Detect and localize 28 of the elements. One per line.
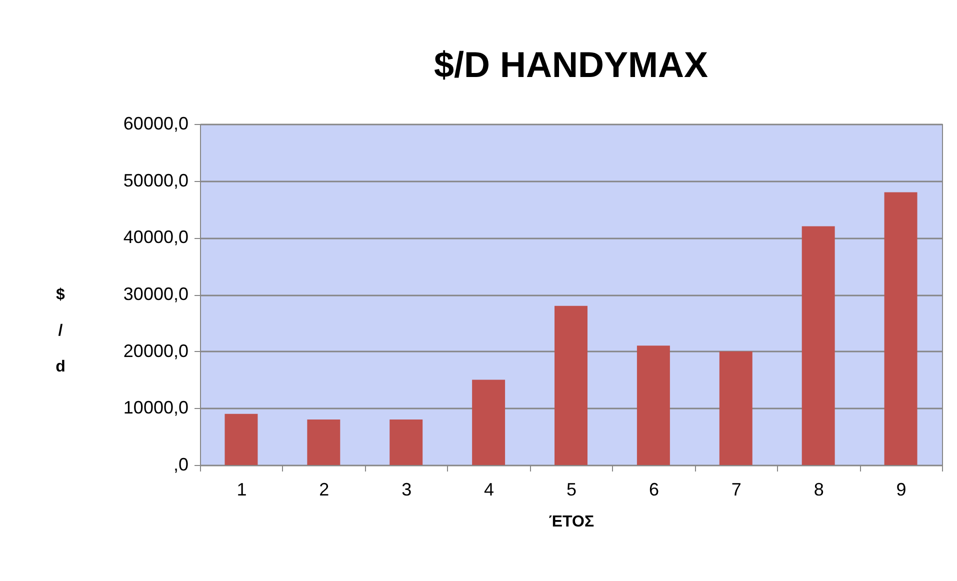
chart-title: $/D HANDYMAX: [434, 44, 708, 85]
y-tick-label: ,0: [173, 454, 188, 474]
y-tick-label: 30000,0: [123, 284, 188, 304]
bar: [802, 226, 835, 465]
x-axis-title: ΈΤΟΣ: [548, 514, 594, 530]
y-tick-label: 40000,0: [123, 227, 188, 248]
bar: [636, 346, 670, 465]
bar: [884, 192, 918, 465]
x-tick-label: 4: [484, 480, 494, 500]
x-tick-label: 8: [814, 480, 824, 500]
y-tick-label: 10000,0: [123, 398, 188, 418]
x-tick-label: 6: [648, 480, 659, 500]
bar: [472, 380, 506, 465]
x-tick-label: 5: [566, 480, 577, 500]
bar: [719, 351, 752, 465]
y-tick-label: 60000,0: [123, 114, 188, 134]
bar: [390, 420, 423, 465]
x-tick-label: 1: [236, 480, 247, 500]
bar: [554, 306, 588, 465]
x-tick-label: 7: [731, 480, 742, 500]
x-tick-label: 2: [319, 480, 330, 500]
y-axis-title: $/d: [56, 286, 66, 376]
y-tick-label: 50000,0: [123, 170, 188, 190]
bar: [224, 414, 258, 465]
x-tick-label: 9: [896, 480, 906, 500]
x-tick-label: 3: [402, 480, 412, 500]
bar: [307, 420, 340, 465]
y-tick-label: 20000,0: [123, 340, 188, 361]
